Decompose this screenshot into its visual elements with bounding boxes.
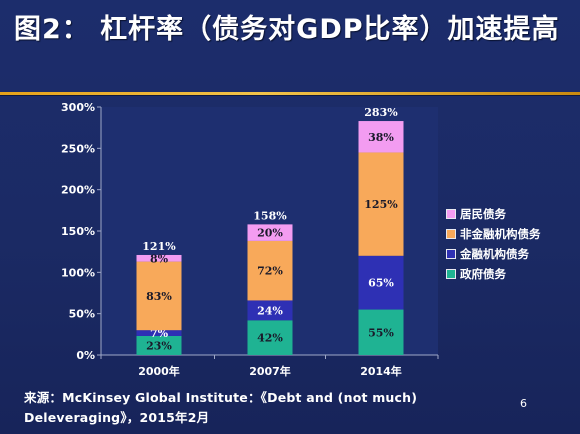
total-label: 283% bbox=[364, 106, 398, 119]
bar-segment bbox=[358, 121, 404, 153]
data-label: 8% bbox=[150, 252, 169, 265]
data-label: 55% bbox=[368, 326, 394, 339]
y-tick-label: 200% bbox=[61, 184, 95, 197]
title-divider bbox=[0, 92, 580, 95]
bar-segment bbox=[136, 261, 182, 331]
x-tick-label: 2000年 bbox=[138, 364, 180, 378]
bar-segment bbox=[247, 240, 293, 301]
data-label: 72% bbox=[257, 265, 283, 278]
bar-segment bbox=[136, 330, 182, 336]
legend-label: 非金融机构债务 bbox=[460, 227, 541, 241]
bar-segment bbox=[136, 254, 182, 262]
legend-item: 居民债务 bbox=[446, 206, 541, 222]
legend-swatch bbox=[446, 209, 456, 219]
legend-swatch bbox=[446, 249, 456, 259]
data-label: 7% bbox=[150, 327, 169, 340]
title-divider-shadow bbox=[0, 95, 580, 96]
y-tick-label: 150% bbox=[61, 225, 95, 238]
bar-segment bbox=[358, 255, 404, 310]
legend-label: 金融机构债务 bbox=[460, 247, 529, 261]
total-label: 121% bbox=[142, 240, 176, 253]
legend-item: 非金融机构债务 bbox=[446, 226, 541, 242]
data-label: 125% bbox=[364, 198, 398, 211]
slide-title: 图2： 杠杆率（债务对GDP比率）加速提高 bbox=[14, 14, 560, 45]
bar-segment bbox=[358, 152, 404, 256]
chart-legend: 居民债务非金融机构债务 金融机构债务 政府债务 bbox=[446, 206, 541, 286]
legend-item: 金融机构债务 bbox=[446, 246, 541, 262]
bar-segment bbox=[358, 309, 404, 355]
y-tick-label: 100% bbox=[61, 266, 95, 279]
legend-swatch bbox=[446, 229, 456, 239]
data-label: 24% bbox=[257, 304, 283, 317]
data-label: 65% bbox=[368, 277, 394, 290]
y-tick-label: 0% bbox=[76, 349, 95, 362]
bar-segment bbox=[136, 335, 182, 355]
data-label: 42% bbox=[257, 332, 283, 345]
bar-segment bbox=[247, 300, 293, 321]
legend-label: 居民债务 bbox=[460, 207, 506, 221]
page-number: 6 bbox=[520, 397, 527, 410]
data-label: 38% bbox=[368, 131, 394, 144]
y-tick-label: 250% bbox=[61, 142, 95, 155]
legend-item: 政府债务 bbox=[446, 266, 541, 282]
x-tick-label: 2014年 bbox=[360, 364, 402, 378]
bar-segment bbox=[247, 224, 293, 241]
bar-segment bbox=[247, 320, 293, 355]
x-tick-label: 2007年 bbox=[249, 364, 291, 378]
y-tick-label: 300% bbox=[61, 101, 95, 114]
data-label: 23% bbox=[146, 339, 172, 352]
data-label: 83% bbox=[146, 290, 172, 303]
y-tick-label: 50% bbox=[69, 308, 95, 321]
legend-label: 政府债务 bbox=[460, 267, 506, 281]
data-label: 20% bbox=[257, 227, 283, 240]
legend-swatch bbox=[446, 269, 456, 279]
source-note: 来源：McKinsey Global Institute：《Debt and (… bbox=[24, 390, 418, 425]
total-label: 158% bbox=[253, 209, 287, 222]
